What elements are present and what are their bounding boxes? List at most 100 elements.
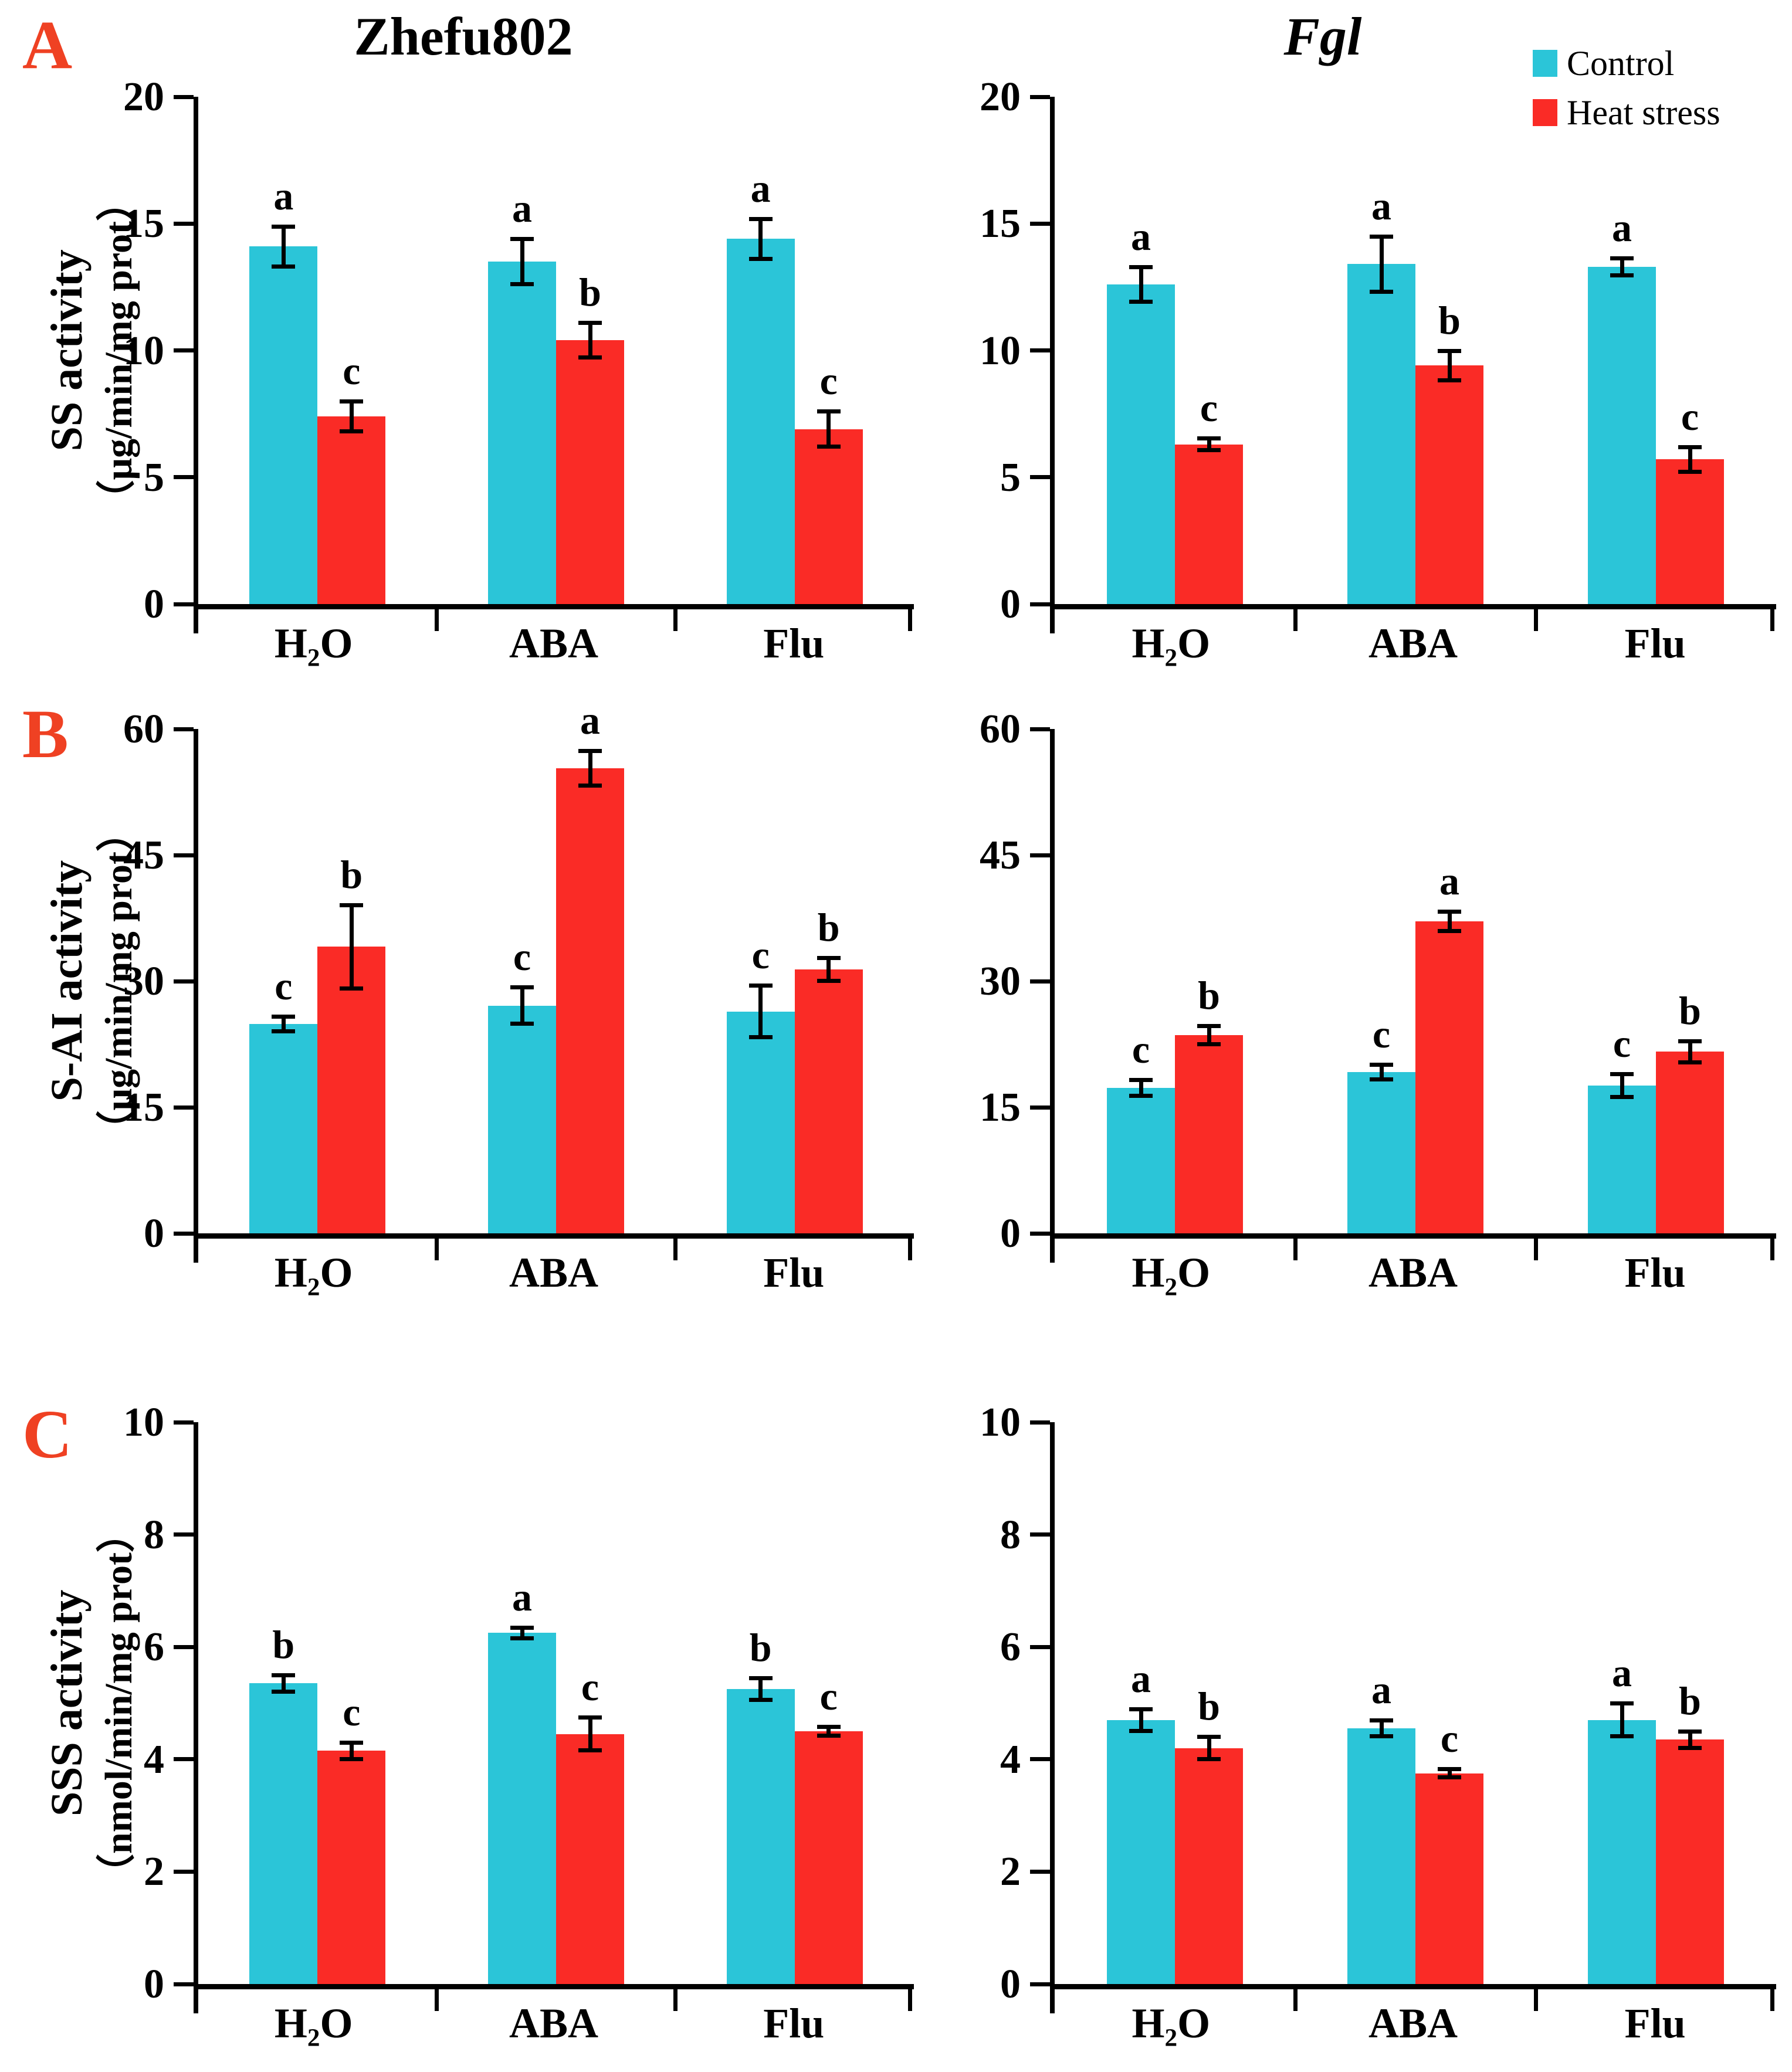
y-tick-mark (1030, 853, 1050, 857)
error-bar-cap (340, 1741, 364, 1745)
y-tick-mark (1030, 1532, 1050, 1537)
y-tick-label: 0 (144, 582, 164, 627)
error-bar (758, 1677, 763, 1701)
x-axis-labels: H₂O ABA Flu (1050, 620, 1776, 667)
x-axis-labels: H₂O ABA Flu (1050, 1249, 1776, 1296)
bar-zhefu802-control-aba (488, 1005, 556, 1233)
significance-letter: a (580, 698, 600, 743)
error-bar-cap (1610, 273, 1634, 277)
significance-letter: b (340, 852, 363, 897)
significance-letter: c (1613, 1020, 1631, 1066)
legend-item-heat-stress: Heat stress (1533, 95, 1720, 130)
significance-letter: a (1612, 205, 1632, 250)
error-bar-cap (748, 984, 773, 988)
error-bar (1447, 1769, 1452, 1778)
error-bar (1688, 1040, 1692, 1063)
y-tick-label: 8 (144, 1512, 164, 1558)
error-bar-cap (817, 1733, 841, 1738)
plot-area-a-fgl: 0 5 10 15 20 a c a b a c (980, 77, 1776, 633)
x-category-label-ho: H₂O (274, 1249, 353, 1296)
significance-letter: b (272, 1622, 295, 1667)
error-bar-cap (1678, 470, 1702, 474)
x-tick-mark (1533, 604, 1538, 631)
significance-letter: c (275, 964, 293, 1009)
significance-letter: a (1131, 213, 1151, 259)
error-bar-cap (1370, 1734, 1393, 1739)
significance-letter: c (343, 348, 361, 393)
error-bar-cap (1678, 1060, 1702, 1065)
error-bar-cap (1129, 264, 1153, 269)
y-tick-label: 15 (123, 201, 164, 247)
error-bar (1207, 438, 1211, 451)
y-axis-units: （nmol/min/mg prot） (97, 1514, 141, 1893)
x-tick-mark (1293, 1984, 1298, 2011)
error-bar-cap (510, 1636, 534, 1640)
error-bar-cap (578, 355, 602, 360)
significance-letter: b (1679, 988, 1701, 1033)
x-tick-mark (1293, 1233, 1298, 1260)
y-tick-label: 10 (123, 1400, 164, 1445)
y-axis-line-extension (194, 1984, 198, 2013)
x-category-label-flu: Flu (1624, 620, 1686, 667)
y-tick-mark (174, 348, 194, 352)
significance-letter: a (1131, 1656, 1151, 1701)
bar-fgl-heatstress-flu (1656, 1739, 1724, 1984)
y-axis-label-block: SSS activity （nmol/min/mg prot） (33, 1422, 150, 1984)
y-tick-mark (1030, 1420, 1050, 1425)
bar-fgl-control-flu (1588, 1720, 1656, 1984)
y-tick-mark (174, 1644, 194, 1649)
error-bar (826, 957, 831, 981)
y-tick-label: 0 (1000, 582, 1021, 627)
error-bar-cap (578, 749, 602, 754)
y-axis-line-extension (1050, 1984, 1055, 2013)
x-category-label-aba: ABA (509, 1249, 598, 1296)
y-tick-label: 45 (123, 833, 164, 878)
significance-letter: c (1681, 394, 1699, 439)
bar-fgl-heatstress-aba (1415, 1773, 1483, 1984)
error-bar-cap (748, 256, 773, 261)
error-bar-cap (578, 784, 602, 788)
y-tick-mark (174, 94, 194, 99)
x-tick-mark (673, 1984, 677, 2011)
y-axis-line-extension (194, 604, 198, 633)
error-bar-cap (1197, 1023, 1221, 1028)
y-tick-label: 0 (144, 1211, 164, 1256)
y-tick-mark (174, 1420, 194, 1425)
bar-zhefu802-heatstress-aba (556, 1734, 624, 1984)
error-bar (1688, 446, 1692, 473)
x-category-label-flu: Flu (763, 2000, 825, 2047)
y-tick-label: 15 (123, 1085, 164, 1130)
error-bar-cap (1438, 378, 1461, 383)
significance-letter: a (1612, 1650, 1632, 1695)
chart-a-zhefu802: A Zhefu802 SS activity （μg/min/mg prot） … (0, 0, 914, 695)
error-bar-cap (272, 1029, 296, 1033)
error-bar-cap (510, 237, 534, 242)
bar-zhefu802-heatstress-aba (556, 768, 624, 1233)
bar-fgl-heatstress-flu (1656, 1052, 1724, 1233)
legend-item-control: Control (1533, 46, 1720, 81)
chart-c-fgl: 0 2 4 6 8 10 a b a c a b H₂O ABA Flu (896, 1393, 1792, 2072)
y-tick-mark (1030, 1982, 1050, 1986)
y-tick-mark (1030, 602, 1050, 606)
x-tick-mark (1533, 1233, 1538, 1260)
chart-b-zhefu802: B S-AI activity （μg/min/mg prot） 0 15 30 45… (0, 695, 914, 1393)
y-tick-mark (1030, 1869, 1050, 1874)
y-tick-label: 10 (123, 328, 164, 374)
error-bar-cap (748, 1035, 773, 1040)
error-bar-cap (1370, 1077, 1393, 1081)
bar-fgl-control-flu (1588, 1085, 1656, 1233)
error-bar-cap (1610, 1094, 1634, 1099)
error-bar-cap (1438, 929, 1461, 934)
bar-fgl-heatstress-aba (1415, 365, 1483, 604)
x-tick-mark (1770, 1233, 1774, 1260)
y-tick-mark (174, 602, 194, 606)
x-category-label-aba: ABA (1368, 2000, 1458, 2047)
y-tick-mark (174, 979, 194, 984)
significance-letter: c (513, 934, 531, 979)
error-bar (349, 904, 354, 989)
error-bar-cap (817, 979, 841, 983)
x-axis-labels: H₂O ABA Flu (1050, 2000, 1776, 2047)
significance-letter: b (1438, 297, 1461, 342)
y-tick-label: 0 (144, 1962, 164, 2007)
